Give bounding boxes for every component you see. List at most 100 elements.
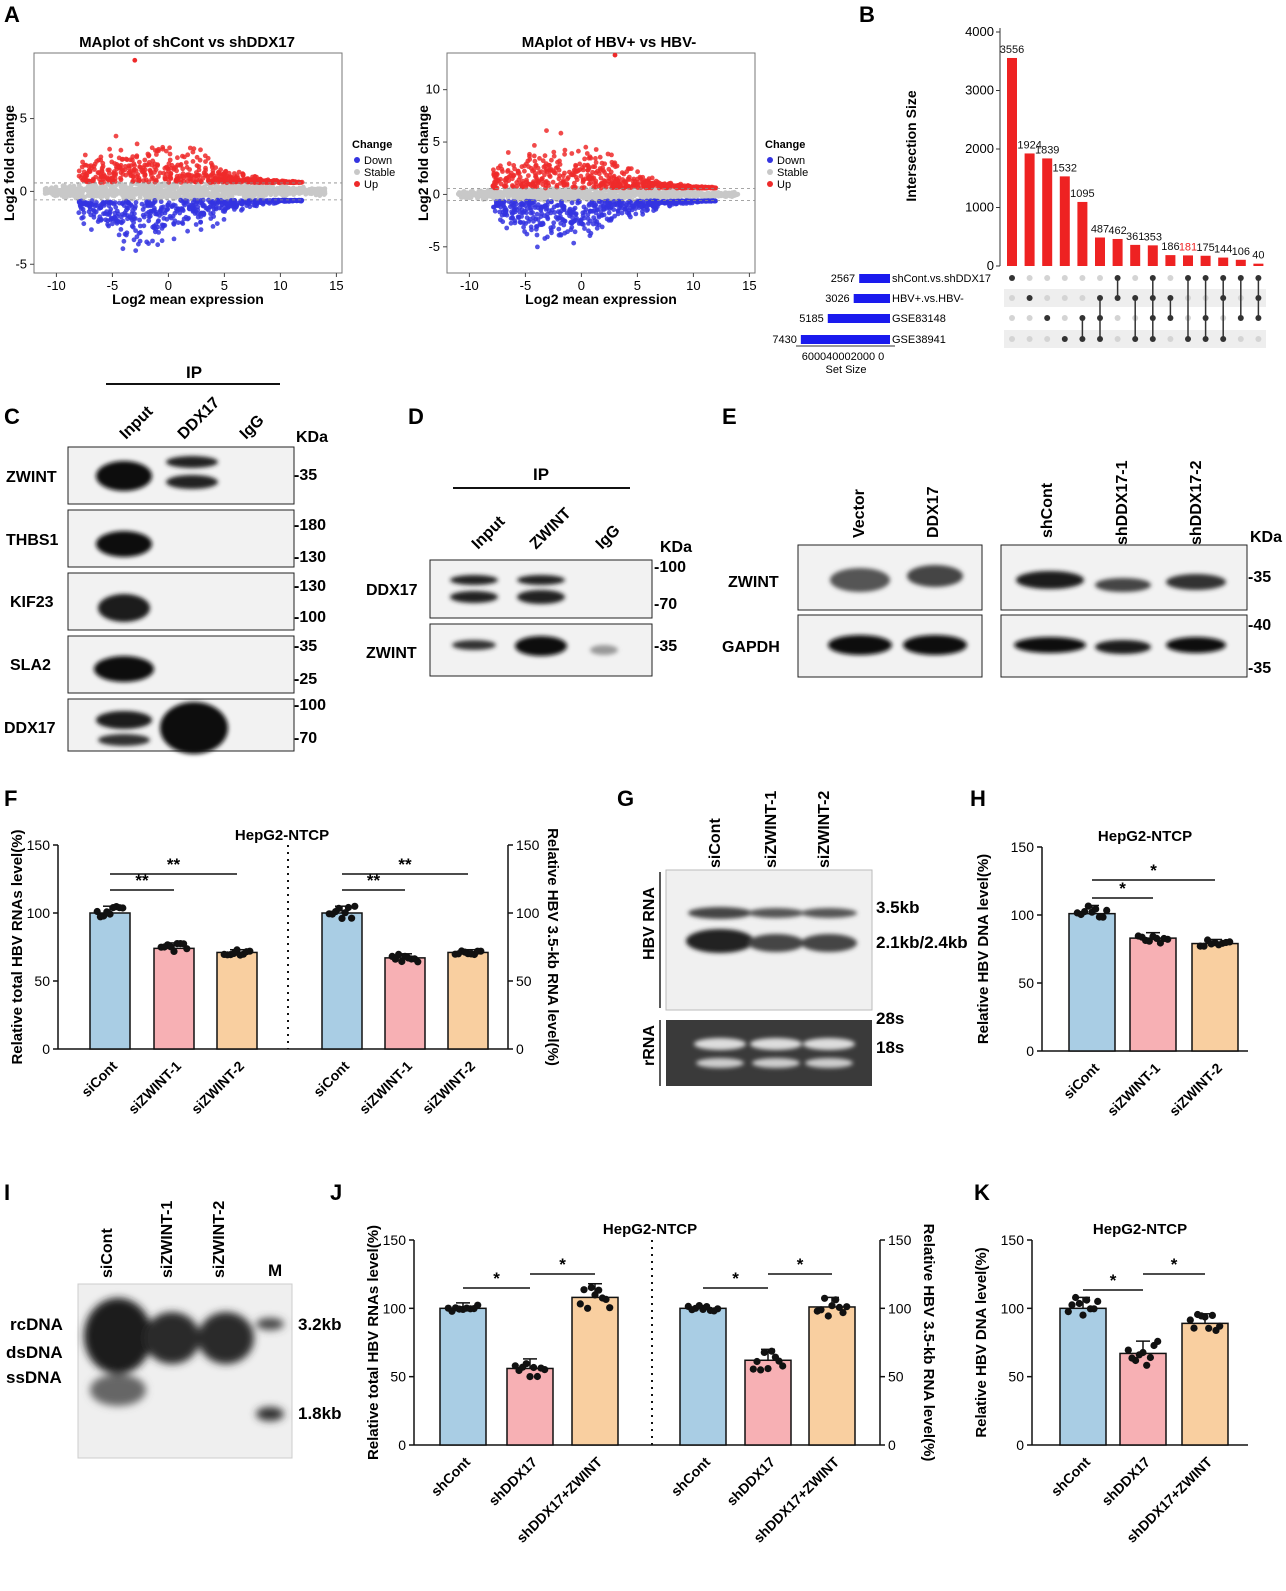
bar	[153, 947, 195, 1050]
ma-point-stable	[536, 195, 541, 201]
ma-point-up	[202, 172, 207, 178]
k-title: HepG2-NTCP	[1093, 1221, 1187, 1238]
ma-point-up	[175, 162, 181, 168]
ma-point-up	[560, 173, 566, 179]
ma-point-up	[601, 178, 607, 184]
ma-point-down	[558, 208, 564, 214]
ma-point-down	[513, 205, 518, 211]
ma-point-up	[541, 164, 547, 170]
ma-point-down	[512, 220, 518, 226]
replicate-point	[455, 1305, 463, 1313]
ma-point-stable	[565, 190, 570, 196]
bar-category-label: shCont	[1048, 1454, 1094, 1500]
ma-point-down	[659, 199, 665, 205]
upset-ytick-label: 0	[987, 258, 994, 273]
blot-g-rrna-bands	[694, 1038, 855, 1068]
blot-c: IP Input DDX17 IgG KDa ZWINT THBS1 KIF23…	[4, 363, 328, 754]
ma-point-down	[272, 199, 278, 205]
blot-e-kda: KDa	[1250, 529, 1282, 546]
ma-point-up	[565, 176, 570, 182]
ma-point-up	[533, 174, 538, 180]
ma-point-down	[198, 227, 204, 233]
ma-point-up	[216, 178, 222, 183]
set-size-value: 2567	[831, 273, 855, 285]
ma-point-down	[630, 203, 636, 209]
upset-dot-off	[1132, 275, 1139, 281]
ma-point-down	[246, 201, 252, 207]
ma-ytick-label: 5	[20, 111, 27, 126]
upset-bar-label: 1095	[1070, 188, 1094, 200]
bar-y2tick-label: 100	[888, 1300, 912, 1316]
replicate-point	[835, 1303, 844, 1311]
ma-point-up	[556, 176, 562, 182]
ma-point-stable	[500, 195, 506, 201]
ma-point-stable	[321, 189, 327, 195]
ma-point-up	[142, 171, 148, 177]
replicate-point	[223, 951, 231, 959]
upset-bar	[1218, 257, 1229, 266]
ma-point-down	[190, 199, 196, 205]
replicate-point	[843, 1303, 851, 1311]
replicate-point	[338, 914, 346, 923]
bar-y2tick-label: 50	[516, 973, 532, 989]
ma-point-down	[116, 232, 122, 238]
ma-point-down	[539, 211, 544, 216]
ma-point-down	[491, 204, 496, 210]
upset-bar-label: 1839	[1035, 144, 1059, 156]
set-name: GSE83148	[892, 313, 946, 325]
blot-d: IP Input ZWINT IgG KDa DDX17 ZWINT -100 …	[366, 465, 692, 677]
upset-dot-off	[1061, 295, 1068, 301]
upset-bar	[1235, 259, 1246, 266]
ma-point-up	[602, 170, 607, 175]
ma-point-up	[677, 183, 683, 189]
ma-point-stable	[691, 195, 697, 200]
replicate-point	[832, 1296, 840, 1304]
ma-point-up	[543, 168, 549, 174]
blot-g-bands	[686, 907, 857, 953]
bar-ytick-label: 150	[383, 1232, 407, 1248]
upset-bar-label: 1532	[1053, 162, 1077, 174]
ma-point-up	[85, 170, 90, 176]
ma-point-up	[640, 174, 646, 180]
ma-point-up	[227, 176, 233, 182]
ma-point-stable	[286, 186, 292, 192]
ma-point-stable	[216, 193, 222, 198]
bar	[1059, 1307, 1107, 1446]
ma-point-up	[597, 154, 603, 160]
ma-point-up	[619, 170, 625, 176]
ma-point-up	[118, 166, 124, 172]
ma-point-stable	[94, 193, 100, 199]
ma-point-stable	[248, 185, 253, 190]
ma-point-stable	[57, 189, 62, 195]
ma-point-down	[213, 206, 219, 212]
ma-point-down	[492, 208, 498, 214]
upset-dot-on	[1044, 315, 1051, 321]
ma-point-stable	[146, 190, 151, 196]
ma-point-up	[542, 172, 547, 178]
bar-y2tick-label: 0	[516, 1041, 524, 1057]
bar-chart-h: HepG2-NTCP Relative HBV DNA level(%) 0 50…	[975, 828, 1248, 1119]
blot-i-1-8kb: 1.8kb	[298, 1404, 341, 1423]
ma-point-up	[298, 180, 303, 185]
ma-point-down	[568, 212, 574, 217]
set-size-value: 7430	[772, 334, 796, 346]
ma-point-down	[606, 210, 612, 216]
blot-e-lane-vector: Vector	[851, 489, 868, 538]
set-name: HBV+.vs.HBV-	[892, 293, 964, 305]
ma-point-up	[527, 157, 533, 162]
ma-point-down	[571, 240, 577, 246]
ma-point-up	[547, 167, 553, 173]
ma-xtick-label: 5	[634, 278, 641, 293]
ma-point-stable	[537, 192, 543, 197]
ma-point-up	[112, 161, 117, 166]
ma-point-down	[594, 225, 600, 231]
ma-point-down	[591, 215, 597, 221]
significance-mark: **	[167, 855, 181, 874]
ma-point-up	[245, 179, 250, 185]
replicate-point	[1215, 941, 1223, 949]
ma-point-down	[163, 208, 169, 214]
upset-dot-off	[1061, 315, 1068, 321]
ma-point-up	[171, 165, 177, 171]
blot-g-lane-sizwint-1: siZWINT-1	[763, 791, 780, 868]
